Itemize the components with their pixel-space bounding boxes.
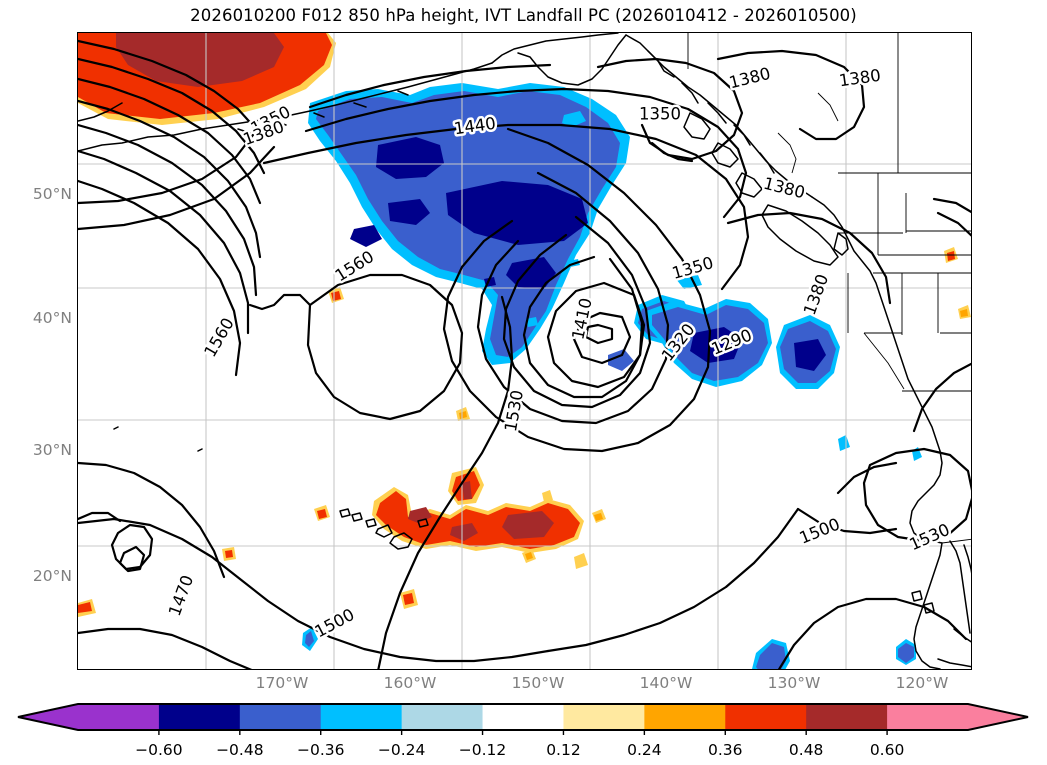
- colorbar[interactable]: [0, 700, 1047, 740]
- colorbar-border: [17, 703, 1029, 731]
- height-contour-layer: [78, 39, 971, 669]
- contour-label: 1530: [907, 520, 953, 554]
- map-panel[interactable]: 1350 1350 1380 1380 1440 1440 1350 1350 1380 1380…: [77, 32, 972, 670]
- longitude-tick-160W: 160°W: [383, 674, 437, 692]
- colorbar-band: [806, 704, 888, 730]
- longitude-tick-140W: 140°W: [639, 674, 693, 692]
- longitude-tick-170W: 170°W: [255, 674, 309, 692]
- latitude-tick-40N: 40°N: [32, 309, 72, 327]
- latitude-tick-50N: 50°N: [32, 185, 72, 203]
- contour-label: 1380: [727, 64, 772, 93]
- contour-label: 1380: [838, 66, 882, 91]
- contour-label: 1530: [501, 388, 527, 433]
- figure-title: 2026010200 F012 850 hPa height, IVT Land…: [190, 6, 857, 25]
- colorbar-tick-label: −0.60: [135, 741, 183, 759]
- colorbar-swatches: [18, 704, 1028, 730]
- colorbar-over-arrow: [968, 704, 1028, 730]
- colorbar-under-arrow: [18, 704, 78, 730]
- colorbar-band: [644, 704, 726, 730]
- longitude-tick-150W: 150°W: [511, 674, 565, 692]
- colorbar-band: [563, 704, 645, 730]
- colorbar-band: [401, 704, 484, 730]
- colorbar-tick-marks: [158, 730, 888, 735]
- latitude-tick-20N: 20°N: [32, 567, 72, 585]
- colorbar-tick-label: −0.12: [458, 741, 507, 759]
- colorbar-tick-label: 0.12: [546, 741, 581, 759]
- colorbar-tick-label: 0.48: [788, 741, 824, 759]
- colorbar-tick-label: 0.36: [708, 741, 743, 759]
- colorbar-band: [239, 704, 322, 730]
- colorbar-tick-label: 0.24: [627, 741, 662, 759]
- contour-label: 1500: [797, 514, 843, 547]
- colorbar-svg: [17, 703, 1029, 735]
- colorbar-tick-label: −0.48: [216, 741, 264, 759]
- latitude-tick-30N: 30°N: [32, 441, 72, 459]
- contour-label: 1470: [165, 573, 197, 619]
- contour-label: 1380: [762, 174, 807, 203]
- colorbar-tick-label: −0.36: [296, 741, 345, 759]
- colorbar-band: [158, 704, 241, 730]
- colorbar-band: [78, 704, 160, 730]
- longitude-tick-130W: 130°W: [767, 674, 821, 692]
- colorbar-band: [725, 704, 807, 730]
- colorbar-band: [887, 704, 969, 730]
- map-clip: 1350 1350 1380 1380 1440 1440 1350 1350 1380 1380…: [78, 33, 971, 669]
- contour-label: 1410: [568, 296, 595, 341]
- contour-label: 1350: [639, 105, 681, 124]
- colorbar-tick-label: 0.60: [869, 741, 905, 759]
- colorbar-tick-label: −0.24: [377, 741, 426, 759]
- colorbar-band: [482, 704, 565, 730]
- contour-label: 1350: [639, 105, 681, 124]
- colorbar-outline: [17, 703, 1029, 731]
- colorbar-band: [320, 704, 403, 730]
- longitude-tick-120W: 120°W: [895, 674, 949, 692]
- contour-label: 1380: [800, 272, 832, 318]
